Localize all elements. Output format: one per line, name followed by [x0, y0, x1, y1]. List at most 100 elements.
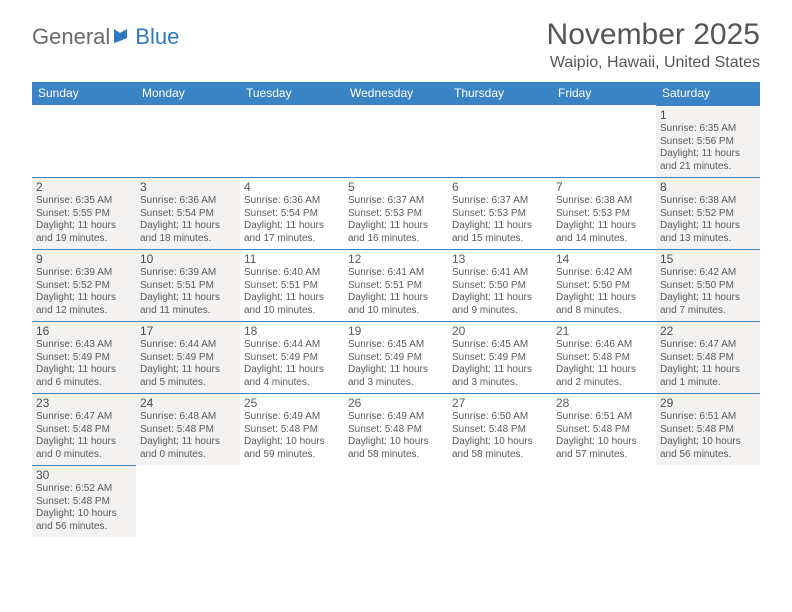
week-row: 30Sunrise: 6:52 AMSunset: 5:48 PMDayligh… [32, 465, 760, 537]
sunrise-text: Sunrise: 6:37 AM [452, 195, 548, 208]
daylight-text: Daylight: 10 hours and 56 minutes. [36, 508, 132, 533]
daylight-text: Daylight: 11 hours and 0 minutes. [36, 436, 132, 461]
sunset-text: Sunset: 5:51 PM [140, 280, 236, 293]
day-cell: 10Sunrise: 6:39 AMSunset: 5:51 PMDayligh… [136, 249, 240, 321]
sunset-text: Sunset: 5:54 PM [140, 208, 236, 221]
daylight-text: Daylight: 11 hours and 13 minutes. [660, 220, 756, 245]
flag-icon [113, 24, 135, 50]
day-number: 18 [244, 324, 340, 338]
day-number: 9 [36, 252, 132, 266]
day-number: 13 [452, 252, 548, 266]
daylight-text: Daylight: 11 hours and 1 minute. [660, 364, 756, 389]
sunrise-text: Sunrise: 6:44 AM [244, 339, 340, 352]
sunset-text: Sunset: 5:55 PM [36, 208, 132, 221]
daylight-text: Daylight: 10 hours and 57 minutes. [556, 436, 652, 461]
daylight-text: Daylight: 11 hours and 16 minutes. [348, 220, 444, 245]
day-number: 19 [348, 324, 444, 338]
day-number: 1 [660, 108, 756, 122]
day-cell: 14Sunrise: 6:42 AMSunset: 5:50 PMDayligh… [552, 249, 656, 321]
sunrise-text: Sunrise: 6:51 AM [660, 411, 756, 424]
day-number: 16 [36, 324, 132, 338]
day-detail: Sunrise: 6:50 AMSunset: 5:48 PMDaylight:… [452, 411, 548, 461]
daylight-text: Daylight: 11 hours and 6 minutes. [36, 364, 132, 389]
day-detail: Sunrise: 6:51 AMSunset: 5:48 PMDaylight:… [660, 411, 756, 461]
sunset-text: Sunset: 5:56 PM [660, 136, 756, 149]
daylight-text: Daylight: 11 hours and 15 minutes. [452, 220, 548, 245]
day-number: 28 [556, 396, 652, 410]
day-number: 25 [244, 396, 340, 410]
day-cell: 2Sunrise: 6:35 AMSunset: 5:55 PMDaylight… [32, 177, 136, 249]
sunrise-text: Sunrise: 6:35 AM [36, 195, 132, 208]
sunrise-text: Sunrise: 6:45 AM [348, 339, 444, 352]
header: General Blue November 2025 Waipio, Hawai… [0, 0, 792, 78]
day-cell [552, 105, 656, 177]
day-header-cell: Sunday [32, 82, 136, 105]
day-header-cell: Monday [136, 82, 240, 105]
day-detail: Sunrise: 6:38 AMSunset: 5:52 PMDaylight:… [660, 195, 756, 245]
day-cell: 15Sunrise: 6:42 AMSunset: 5:50 PMDayligh… [656, 249, 760, 321]
day-detail: Sunrise: 6:47 AMSunset: 5:48 PMDaylight:… [660, 339, 756, 389]
sunset-text: Sunset: 5:48 PM [348, 424, 444, 437]
sunset-text: Sunset: 5:50 PM [660, 280, 756, 293]
day-detail: Sunrise: 6:41 AMSunset: 5:51 PMDaylight:… [348, 267, 444, 317]
day-number: 17 [140, 324, 236, 338]
sunset-text: Sunset: 5:49 PM [140, 352, 236, 365]
week-row: 16Sunrise: 6:43 AMSunset: 5:49 PMDayligh… [32, 321, 760, 393]
week-row: 23Sunrise: 6:47 AMSunset: 5:48 PMDayligh… [32, 393, 760, 465]
day-cell: 24Sunrise: 6:48 AMSunset: 5:48 PMDayligh… [136, 393, 240, 465]
sunrise-text: Sunrise: 6:37 AM [348, 195, 444, 208]
sunset-text: Sunset: 5:49 PM [244, 352, 340, 365]
day-number: 20 [452, 324, 548, 338]
day-cell: 25Sunrise: 6:49 AMSunset: 5:48 PMDayligh… [240, 393, 344, 465]
sunset-text: Sunset: 5:51 PM [244, 280, 340, 293]
title-block: November 2025 Waipio, Hawaii, United Sta… [547, 18, 760, 72]
day-cell [448, 465, 552, 537]
sunrise-text: Sunrise: 6:36 AM [244, 195, 340, 208]
sunset-text: Sunset: 5:48 PM [36, 424, 132, 437]
daylight-text: Daylight: 11 hours and 8 minutes. [556, 292, 652, 317]
sunrise-text: Sunrise: 6:41 AM [348, 267, 444, 280]
sunrise-text: Sunrise: 6:48 AM [140, 411, 236, 424]
day-cell: 17Sunrise: 6:44 AMSunset: 5:49 PMDayligh… [136, 321, 240, 393]
daylight-text: Daylight: 10 hours and 59 minutes. [244, 436, 340, 461]
daylight-text: Daylight: 11 hours and 18 minutes. [140, 220, 236, 245]
day-number: 15 [660, 252, 756, 266]
daylight-text: Daylight: 11 hours and 7 minutes. [660, 292, 756, 317]
week-row: 2Sunrise: 6:35 AMSunset: 5:55 PMDaylight… [32, 177, 760, 249]
calendar: SundayMondayTuesdayWednesdayThursdayFrid… [32, 82, 760, 537]
day-cell: 30Sunrise: 6:52 AMSunset: 5:48 PMDayligh… [32, 465, 136, 537]
day-number: 21 [556, 324, 652, 338]
daylight-text: Daylight: 11 hours and 10 minutes. [244, 292, 340, 317]
sunset-text: Sunset: 5:48 PM [140, 424, 236, 437]
sunset-text: Sunset: 5:48 PM [36, 496, 132, 509]
day-cell: 4Sunrise: 6:36 AMSunset: 5:54 PMDaylight… [240, 177, 344, 249]
day-cell [656, 465, 760, 537]
day-detail: Sunrise: 6:42 AMSunset: 5:50 PMDaylight:… [556, 267, 652, 317]
sunset-text: Sunset: 5:54 PM [244, 208, 340, 221]
sunrise-text: Sunrise: 6:47 AM [660, 339, 756, 352]
day-header-cell: Wednesday [344, 82, 448, 105]
sunrise-text: Sunrise: 6:42 AM [660, 267, 756, 280]
sunset-text: Sunset: 5:53 PM [556, 208, 652, 221]
week-row: 9Sunrise: 6:39 AMSunset: 5:52 PMDaylight… [32, 249, 760, 321]
sunset-text: Sunset: 5:53 PM [452, 208, 548, 221]
week-row: 1Sunrise: 6:35 AMSunset: 5:56 PMDaylight… [32, 105, 760, 177]
day-header-cell: Thursday [448, 82, 552, 105]
day-cell: 16Sunrise: 6:43 AMSunset: 5:49 PMDayligh… [32, 321, 136, 393]
day-cell: 9Sunrise: 6:39 AMSunset: 5:52 PMDaylight… [32, 249, 136, 321]
daylight-text: Daylight: 11 hours and 11 minutes. [140, 292, 236, 317]
sunset-text: Sunset: 5:49 PM [348, 352, 444, 365]
location: Waipio, Hawaii, United States [547, 54, 760, 72]
day-number: 23 [36, 396, 132, 410]
sunrise-text: Sunrise: 6:38 AM [556, 195, 652, 208]
day-number: 6 [452, 180, 548, 194]
sunrise-text: Sunrise: 6:40 AM [244, 267, 340, 280]
day-number: 26 [348, 396, 444, 410]
day-cell: 28Sunrise: 6:51 AMSunset: 5:48 PMDayligh… [552, 393, 656, 465]
day-cell: 3Sunrise: 6:36 AMSunset: 5:54 PMDaylight… [136, 177, 240, 249]
day-cell [136, 465, 240, 537]
day-cell: 6Sunrise: 6:37 AMSunset: 5:53 PMDaylight… [448, 177, 552, 249]
day-number: 29 [660, 396, 756, 410]
day-cell [344, 105, 448, 177]
daylight-text: Daylight: 11 hours and 5 minutes. [140, 364, 236, 389]
